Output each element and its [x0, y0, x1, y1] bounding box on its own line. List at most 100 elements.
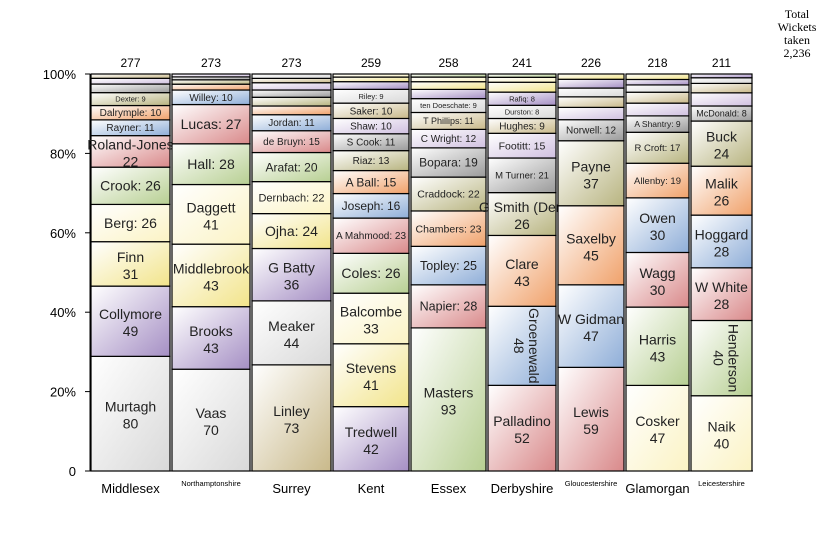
segment-label: Roland-Jones 22	[87, 136, 173, 169]
bar-middlesex: Murtagh 80 Collymore 49 Finn 31 Berg: 26 Crook:…	[87, 73, 174, 472]
segment-label: Berg: 26	[104, 215, 157, 231]
y-tick-label: 0	[69, 464, 76, 479]
segment-other	[690, 82, 753, 94]
segment-other	[625, 73, 690, 81]
segment-w-white	[690, 267, 753, 322]
segment-palladino	[487, 384, 557, 472]
y-tick-label: 40%	[50, 305, 76, 320]
segment-label: W Gidman 47	[558, 311, 624, 344]
segment-craddock	[410, 176, 487, 212]
segment-label: Groenewald48	[511, 308, 542, 384]
bar-total-label: 226	[581, 56, 601, 70]
segment-other	[625, 91, 690, 104]
segment-label: Hoggard 28	[695, 226, 749, 259]
segment-naik	[690, 395, 753, 472]
segment-ojha	[251, 213, 332, 250]
segment-bopara	[410, 147, 487, 178]
category-label: Glamorgan	[625, 481, 689, 496]
segment-label: de Bruyn: 15	[263, 137, 320, 148]
segment-label: Brooks 43	[189, 323, 233, 356]
segment-label: Payne 37	[571, 158, 611, 191]
segment-label: Riaz: 13	[353, 156, 390, 167]
segment-label: Rafiq: 8	[509, 94, 535, 103]
total-wickets-caption: Total Wickets taken	[777, 7, 817, 47]
segment-malik	[690, 165, 753, 216]
bar-total-label: 259	[361, 56, 381, 70]
segment-other	[251, 82, 332, 91]
category-label: Surrey	[272, 481, 311, 496]
bar-essex: Masters 93 Napier: 28 Topley: 25 Chambers: 2…	[410, 73, 487, 472]
segment-other	[410, 88, 487, 100]
segment-lewis	[557, 366, 625, 472]
category-label: Leicestershire	[698, 479, 745, 488]
segment-label: Dalrymple: 10	[100, 108, 162, 119]
category-label: Northamptonshire	[181, 479, 241, 488]
total-wickets-value: 2,236	[783, 46, 811, 60]
segment-label: Masters 93	[424, 384, 474, 417]
y-tick-label: 20%	[50, 385, 76, 400]
segment-label: S Cook: 11	[347, 138, 396, 149]
bar-glamorgan: Cosker 47 Harris 43 Wagg 30 Owen 30 Allenby: 19 R…	[625, 73, 690, 472]
segment-w-gidman	[557, 284, 625, 368]
segment-label: Topley: 25	[420, 259, 477, 273]
segment-label: Coles: 26	[341, 265, 400, 281]
bar-total-label: 211	[712, 56, 731, 70]
segment-label: Riley: 9	[358, 92, 383, 101]
segment-label: A Ball: 15	[346, 175, 397, 189]
segment-label: R Croft: 17	[635, 143, 681, 154]
segment-label: Cosker 47	[635, 413, 680, 446]
segment-other	[487, 73, 557, 78]
segment-other	[171, 73, 251, 78]
bar-total-label: 241	[512, 56, 532, 70]
segment-napier	[410, 284, 487, 329]
bar-total-label: 258	[438, 56, 458, 70]
segment-other	[332, 81, 410, 90]
category-label: Middlesex	[101, 481, 160, 496]
segment-other	[332, 76, 410, 83]
segment-other	[332, 73, 410, 78]
segment-other	[90, 83, 171, 94]
segment-label: Stevens 41	[346, 360, 397, 393]
segment-arafat	[251, 151, 332, 183]
segment-label: McDonald: 8	[696, 109, 747, 119]
segment-masters	[410, 327, 487, 472]
segment-label: Norwell: 12	[566, 126, 616, 137]
segment-other	[410, 76, 487, 83]
segment-label: Craddock: 22	[417, 189, 480, 201]
segment-label: C Wright: 12	[421, 134, 477, 145]
segment-other	[557, 73, 625, 80]
segment-label: Henderson40	[711, 324, 742, 393]
bar-total-label: 273	[201, 56, 221, 70]
segment-finn	[90, 241, 171, 287]
segment-brooks	[171, 306, 251, 370]
segment-other	[90, 73, 171, 79]
segment-harris	[625, 306, 690, 387]
segment-label: Hughes: 9	[499, 121, 545, 132]
segment-label: Dexter: 9	[115, 95, 145, 104]
y-tick-label: 80%	[50, 146, 76, 161]
segment-label: Palladino 52	[493, 413, 551, 446]
segment-label: G Batty 36	[268, 260, 315, 293]
segment-label: Lewis 59	[573, 404, 609, 437]
segment-label: Bopara: 19	[419, 156, 478, 170]
segment-cosker	[625, 384, 690, 472]
segment-label: Buck 24	[706, 129, 738, 162]
segment-other	[557, 106, 625, 121]
segment-label: Shaw: 10	[350, 122, 392, 133]
segment-hall	[171, 143, 251, 186]
segment-label: Middlebrook 43	[173, 260, 250, 293]
bar-total-label: 273	[281, 56, 301, 70]
bar-total-label: 218	[647, 56, 667, 70]
segment-collymore	[90, 285, 171, 357]
segment-saxelby	[557, 205, 625, 286]
segment-other	[625, 84, 690, 93]
segment-label: A Shantry: 9	[634, 119, 681, 129]
y-tick-label: 60%	[50, 226, 76, 241]
segment-label: Collymore 49	[99, 306, 162, 339]
segment-daggett	[171, 183, 251, 245]
segment-label: Malik 26	[705, 176, 739, 209]
category-label: Essex	[431, 481, 467, 496]
segment-henderson	[690, 319, 753, 397]
segment-linley	[251, 364, 332, 472]
